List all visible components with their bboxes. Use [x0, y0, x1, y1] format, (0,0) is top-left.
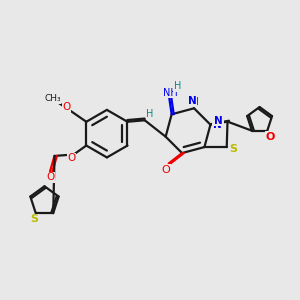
Text: N: N [213, 120, 221, 130]
Text: N: N [190, 97, 198, 107]
Text: O: O [266, 132, 275, 142]
Text: O: O [161, 165, 170, 175]
Text: O: O [67, 153, 76, 163]
Text: S: S [30, 214, 38, 224]
Text: O: O [62, 103, 70, 112]
Text: N: N [214, 116, 223, 125]
Text: H: H [174, 81, 181, 91]
Text: NH: NH [164, 88, 178, 98]
Text: O: O [46, 172, 55, 182]
Text: H: H [146, 109, 154, 119]
Text: S: S [229, 145, 237, 154]
Text: CH₃: CH₃ [44, 94, 61, 103]
Text: N: N [188, 97, 197, 106]
